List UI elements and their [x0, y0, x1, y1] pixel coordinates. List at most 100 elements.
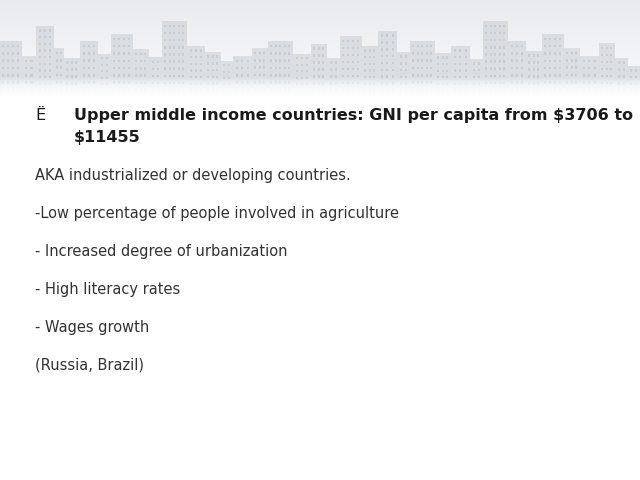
Bar	[0, 97, 640, 98]
Bar	[442, 70, 444, 72]
Bar	[306, 64, 308, 66]
Bar	[182, 67, 184, 70]
Bar	[67, 82, 68, 84]
Bar	[7, 45, 10, 47]
Bar	[499, 46, 500, 48]
Bar	[0, 76, 640, 77]
Bar	[76, 89, 77, 92]
Bar	[25, 89, 27, 91]
Bar	[113, 45, 115, 48]
Bar	[611, 68, 612, 70]
Bar	[212, 62, 214, 64]
Bar	[7, 52, 10, 55]
Bar	[545, 45, 547, 48]
Bar	[342, 89, 344, 91]
Bar	[124, 45, 125, 48]
Bar	[270, 81, 272, 84]
Bar	[348, 75, 349, 77]
Bar	[323, 89, 324, 92]
Bar	[559, 45, 561, 48]
Bar	[323, 82, 324, 84]
Bar	[397, 52, 410, 96]
Bar	[606, 75, 608, 77]
Bar	[399, 83, 402, 85]
Bar	[12, 81, 14, 84]
Bar	[236, 82, 238, 84]
Bar	[38, 83, 40, 85]
Bar	[545, 37, 547, 40]
Bar	[386, 82, 388, 84]
Bar	[169, 32, 171, 34]
Bar	[207, 69, 209, 72]
Bar	[618, 68, 620, 71]
Bar	[588, 74, 590, 77]
Bar	[275, 60, 276, 62]
Bar	[318, 54, 320, 57]
Bar	[580, 56, 599, 96]
Bar	[169, 24, 171, 27]
Bar	[228, 90, 230, 92]
Bar	[178, 39, 180, 41]
Bar	[140, 60, 141, 62]
Bar	[593, 82, 596, 84]
Bar	[0, 15, 640, 16]
Bar	[504, 74, 505, 77]
Bar	[0, 91, 640, 92]
Bar	[38, 69, 40, 72]
Bar	[246, 89, 249, 91]
Bar	[152, 89, 154, 91]
Bar	[348, 60, 349, 63]
Bar	[602, 75, 603, 77]
Bar	[549, 45, 551, 48]
Bar	[207, 76, 209, 78]
Bar	[228, 83, 230, 85]
Bar	[236, 60, 238, 62]
Bar	[381, 62, 383, 64]
Bar	[44, 76, 46, 78]
Bar	[348, 47, 349, 49]
Bar	[533, 68, 534, 71]
Bar	[369, 89, 371, 92]
Bar	[364, 83, 366, 85]
Bar	[88, 89, 90, 91]
Bar	[314, 89, 315, 92]
Bar	[152, 82, 154, 84]
Bar	[392, 62, 394, 64]
Bar	[554, 82, 556, 84]
Bar	[442, 56, 444, 59]
Bar	[528, 82, 530, 84]
Bar	[575, 59, 577, 61]
Bar	[178, 46, 180, 48]
Bar	[207, 55, 209, 58]
Bar	[0, 94, 640, 95]
Bar	[342, 54, 344, 56]
Bar	[140, 82, 141, 84]
Bar	[113, 82, 115, 84]
Bar	[465, 76, 467, 78]
Bar	[233, 56, 252, 96]
Bar	[318, 75, 320, 78]
Bar	[381, 41, 383, 44]
Bar	[549, 60, 551, 62]
Bar	[431, 81, 432, 84]
Bar	[31, 67, 33, 70]
Bar	[93, 89, 95, 91]
Bar	[173, 82, 175, 84]
Bar	[289, 81, 291, 84]
Bar	[373, 63, 375, 65]
Bar	[93, 81, 95, 84]
Bar	[212, 83, 214, 85]
Bar	[0, 13, 640, 14]
Bar	[593, 60, 596, 62]
Bar	[318, 82, 320, 84]
Bar	[0, 86, 640, 87]
Bar	[511, 81, 513, 84]
Bar	[0, 95, 640, 96]
Bar	[100, 83, 102, 85]
Bar	[280, 60, 281, 62]
Bar	[306, 70, 308, 72]
Bar	[88, 45, 90, 47]
Bar	[22, 56, 36, 96]
Bar	[38, 76, 40, 78]
Bar	[330, 75, 332, 78]
